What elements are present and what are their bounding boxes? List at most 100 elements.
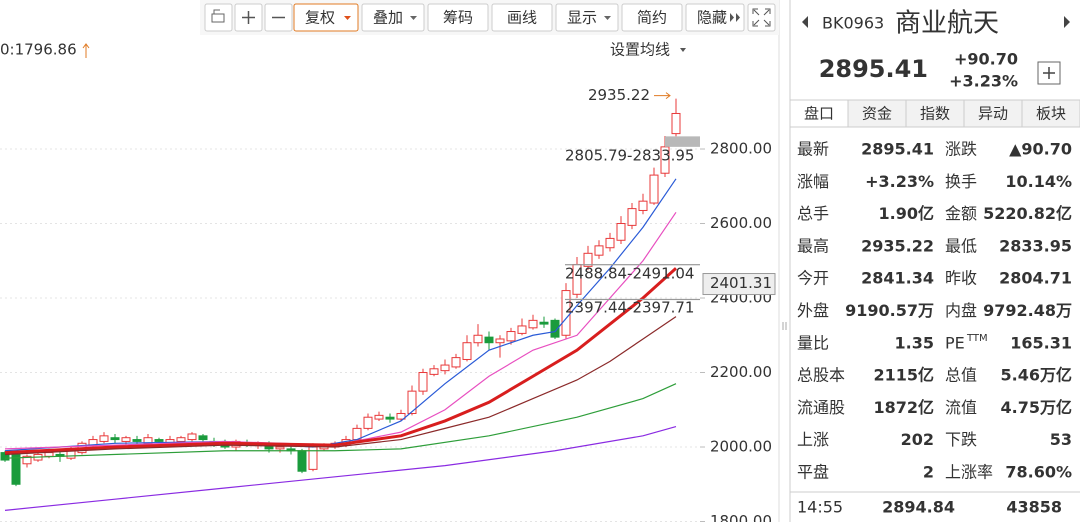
next-icon[interactable] <box>1064 16 1070 28</box>
field-value: 5220.82亿 <box>983 204 1072 223</box>
field-value: 9792.48万 <box>983 301 1072 320</box>
dropdown-icon <box>344 16 351 20</box>
plot <box>0 98 700 522</box>
field-value: +3.23% <box>865 172 934 191</box>
candle-body <box>363 416 373 429</box>
tab-label: 指数 <box>920 105 950 123</box>
toolbar-button[interactable] <box>685 3 745 32</box>
arrow-icon <box>82 43 90 58</box>
candle-body <box>396 412 406 420</box>
field-value: 2841.34 <box>861 269 934 288</box>
field-value: 78.60% <box>1005 463 1072 482</box>
field-label: 涨跌 <box>945 140 977 159</box>
gap-band <box>665 136 700 147</box>
candle-body <box>517 325 527 334</box>
tab[interactable] <box>1021 99 1080 128</box>
dropdown-icon <box>604 16 611 20</box>
toolbar-button[interactable] <box>361 3 425 32</box>
icon <box>242 11 255 24</box>
moving-average <box>4 267 678 455</box>
field-value: 2935.22 <box>861 236 934 255</box>
field-label: 下跌 <box>945 430 977 449</box>
button-label: 显示 <box>567 9 597 27</box>
arrow-icon <box>654 92 671 100</box>
field-label-sup: TTM <box>966 333 988 344</box>
tab[interactable] <box>905 99 965 128</box>
field-label: 昨收 <box>945 269 977 288</box>
fullscreen-button[interactable] <box>747 3 776 32</box>
cursor-box <box>702 273 776 296</box>
gap-label: 2488.84-2491.04 <box>565 264 694 282</box>
button-label: 隐藏 <box>697 9 727 27</box>
field-value: 2895.41 <box>861 140 934 159</box>
gap-label: 2805.79-2833.95 <box>565 146 694 164</box>
icon <box>1043 67 1055 79</box>
tab-label: 异动 <box>978 105 1008 123</box>
price: 2895.41 <box>819 55 928 83</box>
candle-body <box>132 439 142 442</box>
field-label: 最新 <box>797 140 829 159</box>
field-value: 202 <box>901 430 934 449</box>
candle-body <box>11 453 21 485</box>
y-tick-label: 2600.00 <box>710 214 772 232</box>
field-label: 最高 <box>797 236 829 255</box>
candle-body <box>198 435 208 441</box>
field-value: 5.46万亿 <box>1001 366 1072 385</box>
change-pct: +3.23% <box>949 72 1018 91</box>
candle-body <box>605 237 615 249</box>
field-label: 换手 <box>945 172 977 191</box>
button-label: 画线 <box>507 9 537 27</box>
toolbar-button[interactable] <box>427 3 489 32</box>
tab-label: 盘口 <box>804 105 834 123</box>
field-label: 今开 <box>797 269 829 288</box>
field-label: PE <box>945 333 965 352</box>
candle-body <box>110 437 120 441</box>
candle-body <box>297 450 307 472</box>
field-label: 流通股 <box>797 398 845 417</box>
tick-time: 14:55 <box>797 498 843 517</box>
field-label: 上涨 <box>797 430 829 449</box>
y-tick-label: 2000.00 <box>710 438 772 456</box>
y-tick-label: 1800.00 <box>710 512 772 522</box>
field-label: 总股本 <box>797 366 845 385</box>
tab[interactable] <box>789 99 849 128</box>
field-label: 外盘 <box>797 301 829 320</box>
candle-body <box>176 437 186 442</box>
tick-volume: 43858 <box>1006 498 1062 517</box>
field-value: 9190.57万 <box>845 301 934 320</box>
ma-settings[interactable]: 设置均线 <box>610 41 670 59</box>
gap-label: 2397.44-2397.71 <box>565 298 694 316</box>
tab[interactable] <box>847 99 907 128</box>
dropdown-icon <box>680 48 686 52</box>
prev-icon[interactable] <box>802 16 808 28</box>
moving-average <box>4 316 677 456</box>
tab-label: 板块 <box>1036 105 1066 123</box>
candle-body <box>121 437 131 442</box>
candle-body <box>594 245 604 256</box>
icon <box>211 9 225 23</box>
tab[interactable] <box>963 99 1023 128</box>
toolbar-button[interactable] <box>555 3 619 32</box>
layout-button[interactable] <box>204 3 233 32</box>
toolbar-button[interactable] <box>621 3 683 32</box>
tick-price: 2894.84 <box>882 498 955 517</box>
candle-body <box>484 336 494 344</box>
toolbar-button[interactable] <box>293 3 359 32</box>
field-value: 4.75万亿 <box>1001 398 1072 417</box>
field-value: 2833.95 <box>999 236 1072 255</box>
field-label: 上涨率 <box>945 463 993 482</box>
field-label: 平盘 <box>797 463 829 482</box>
candle-body <box>429 368 439 375</box>
candle-body <box>385 416 395 420</box>
field-value: 53 <box>1050 430 1072 449</box>
code: BK0963 <box>822 14 884 33</box>
button-label: 筹码 <box>443 9 473 27</box>
candle-body <box>506 331 516 342</box>
y-tick-label: 2800.00 <box>710 140 772 158</box>
candle-body <box>671 112 681 135</box>
toolbar-button[interactable] <box>491 3 553 32</box>
candle-body <box>418 372 428 392</box>
field-label: 内盘 <box>945 301 977 320</box>
